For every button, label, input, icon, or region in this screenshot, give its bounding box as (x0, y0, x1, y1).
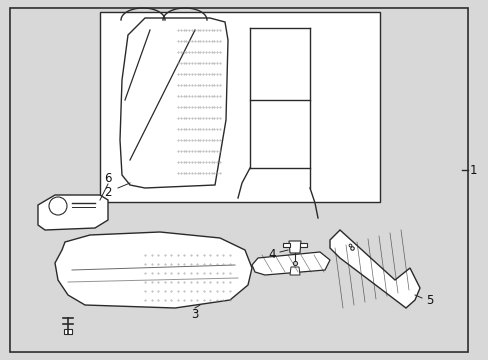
Polygon shape (38, 195, 108, 230)
Polygon shape (64, 329, 72, 334)
Polygon shape (299, 243, 306, 247)
Text: 3: 3 (191, 309, 198, 321)
Polygon shape (289, 267, 299, 275)
Text: 5: 5 (426, 293, 433, 306)
Polygon shape (283, 243, 289, 247)
Polygon shape (55, 232, 251, 308)
Text: 2: 2 (104, 185, 112, 198)
Text: 4: 4 (268, 248, 275, 261)
Circle shape (49, 197, 67, 215)
Text: 1: 1 (469, 163, 476, 176)
Text: 6: 6 (104, 171, 112, 185)
Polygon shape (329, 230, 419, 308)
Bar (100, 12, 379, 202)
Polygon shape (251, 252, 329, 275)
Polygon shape (120, 18, 227, 188)
Polygon shape (288, 241, 301, 253)
